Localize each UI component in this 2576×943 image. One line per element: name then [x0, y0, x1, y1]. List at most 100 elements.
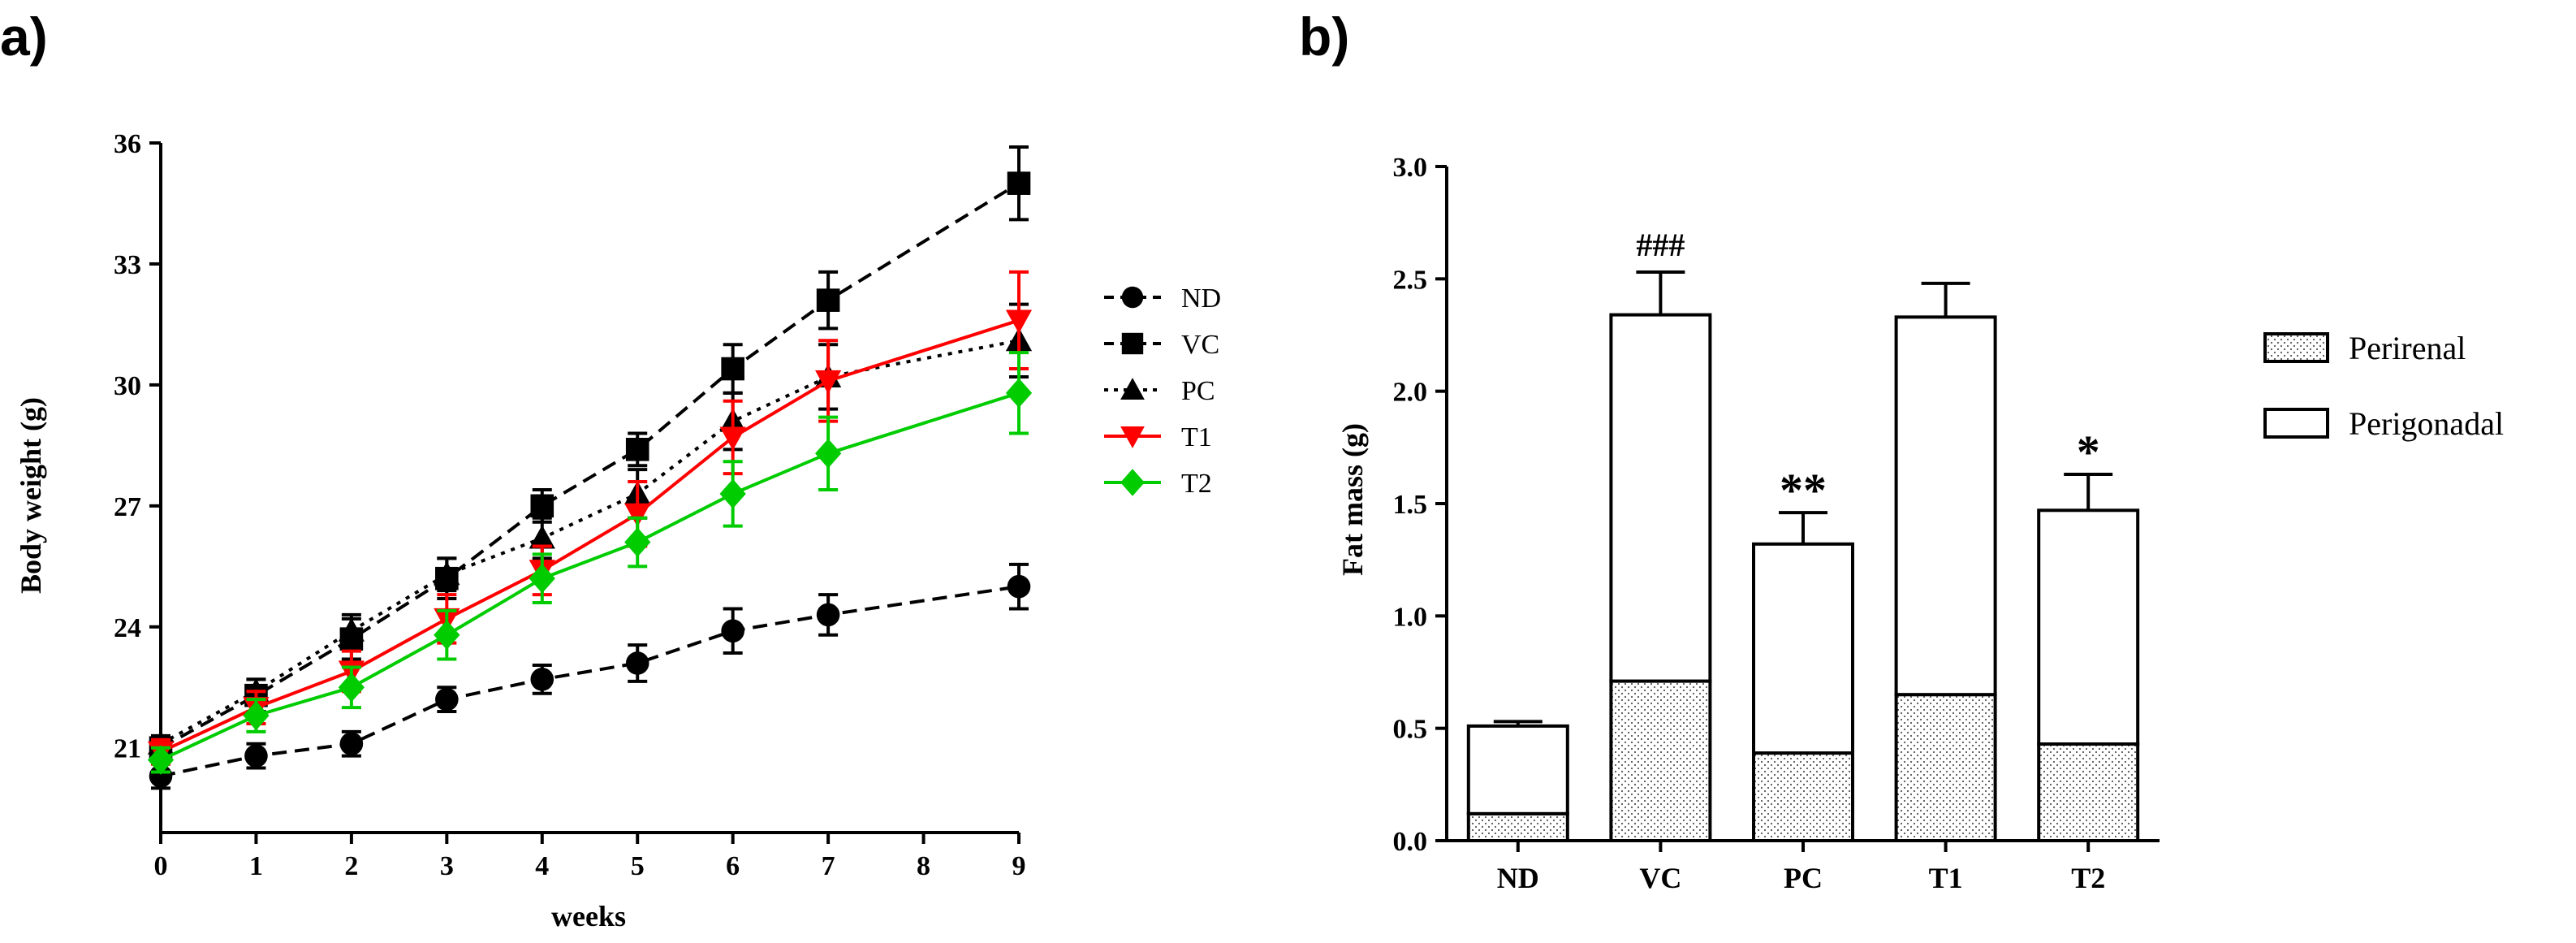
data-point-t1 — [624, 503, 651, 527]
data-point-vc — [1007, 171, 1031, 195]
panel-a-series — [147, 145, 1033, 790]
bar-perirenal-pc — [1752, 751, 1854, 842]
bar-perigonadal-t1 — [1894, 315, 1997, 697]
data-point-t2 — [814, 439, 842, 469]
panel-b-axes: ND VC PC T1 T2 0.0 0.5 1.0 1.5 2.0 2.5 3.0 — [1393, 153, 2160, 894]
panel-a-x-tick-label: 0 — [154, 851, 168, 881]
panel-b-y-tick-label: 1.5 — [1393, 490, 1428, 520]
panel-a-x-tick-label: 4 — [535, 851, 549, 881]
data-point-vc — [625, 438, 649, 461]
bar-group-pc: ** — [1752, 464, 1854, 842]
legend-marker-t1 — [1120, 426, 1145, 448]
bar-perirenal-nd — [1466, 811, 1569, 842]
panel-label-a: a) — [0, 6, 48, 67]
panel-label-b: b) — [1299, 6, 1349, 67]
bar-perigonadal-vc — [1609, 313, 1712, 683]
data-point-t2 — [719, 478, 746, 509]
panel-a-x-axis-title: weeks — [551, 900, 626, 932]
bar-perirenal-t1 — [1894, 693, 1997, 843]
panel-a-x-tick-label: 8 — [917, 851, 930, 881]
data-point-t1 — [719, 426, 746, 451]
bar-group-nd — [1466, 720, 1569, 842]
data-point-nd — [530, 668, 554, 691]
panel-a-x-tick-label: 1 — [249, 851, 263, 881]
data-point-vc — [530, 494, 554, 518]
legend-label-perigonadal: Perigonadal — [2349, 405, 2504, 442]
legend-label-t1: T1 — [1181, 422, 1212, 452]
data-point-t2 — [1005, 378, 1033, 409]
panel-b-x-tick-label: ND — [1497, 862, 1539, 894]
panel-b-y-tick-label: 0.5 — [1393, 715, 1428, 745]
data-point-t1 — [814, 370, 842, 395]
panel-a-x-tick-label: 2 — [344, 851, 358, 881]
data-point-t2 — [529, 564, 555, 594]
panel-b-y-axis-title: Fat mass (g) — [1336, 423, 1369, 576]
data-point-nd — [625, 651, 649, 675]
data-point-t2 — [624, 527, 651, 557]
bar-perirenal-t2 — [2037, 742, 2140, 842]
panel-b-bars: ###*** — [1466, 227, 2140, 843]
panel-b-bar-chart: b) ###*** ND VC PC T1 T20.00.51.01.52.02.53.… — [1299, 6, 2504, 894]
bar-perirenal-vc — [1609, 679, 1712, 842]
panel-a-axes: 21 24 27 30 33 36 0 1 2 3 4 5 6 7 8 9 — [114, 129, 1026, 881]
significance-annotation-t2: * — [2077, 426, 2100, 478]
data-point-t2 — [338, 673, 365, 703]
panel-a-legend: ND VC PC T1 T2 — [1104, 283, 1221, 499]
data-point-nd — [244, 744, 268, 768]
panel-a-x-tick-label: 3 — [440, 851, 454, 881]
legend-label-nd: ND — [1181, 283, 1221, 314]
panel-b-y-tick-label: 0.0 — [1393, 827, 1428, 857]
bar-perigonadal-pc — [1752, 542, 1854, 755]
legend-label-vc: VC — [1181, 330, 1219, 360]
bar-perigonadal-t2 — [2037, 508, 2140, 746]
series-vc — [149, 145, 1031, 760]
data-point-nd — [1007, 574, 1031, 599]
data-point-vc — [721, 357, 744, 381]
data-point-nd — [435, 687, 459, 712]
panel-b-y-tick-label: 1.0 — [1393, 602, 1428, 632]
data-point-pc — [434, 561, 460, 586]
panel-a-y-axis-title: Body weight (g) — [15, 397, 47, 594]
legend-label-t2: T2 — [1181, 469, 1212, 499]
series-nd — [149, 562, 1031, 790]
panel-b-x-tick-label: PC — [1784, 862, 1823, 894]
panel-b-y-tick-label: 2.0 — [1393, 378, 1428, 408]
panel-b-x-tick-label: T2 — [2071, 862, 2105, 894]
data-point-nd — [339, 732, 364, 756]
data-point-t2 — [434, 620, 460, 650]
panel-a-y-tick-label: 30 — [114, 371, 141, 401]
panel-a-y-tick-label: 33 — [114, 250, 141, 280]
legend-label-perirenal: Perirenal — [2349, 330, 2466, 366]
panel-a-y-tick-label: 24 — [114, 613, 141, 643]
data-point-t1 — [1005, 309, 1033, 334]
panel-a-y-tick-label: 36 — [114, 129, 141, 159]
legend-marker-pc — [1120, 378, 1145, 400]
panel-a-x-tick-label: 7 — [822, 851, 835, 881]
legend-swatch-perirenal — [2263, 332, 2329, 363]
series-line-vc — [160, 181, 1020, 750]
data-point-nd — [816, 603, 840, 627]
data-point-t2 — [243, 700, 270, 731]
bar-group-vc: ### — [1609, 227, 1712, 842]
panel-a-y-tick-label: 21 — [114, 734, 141, 764]
series-line-t2 — [160, 391, 1020, 762]
bar-group-t2: * — [2037, 426, 2140, 842]
panel-b-y-tick-label: 2.5 — [1393, 265, 1428, 295]
panel-b-legend: Perirenal Perigonadal — [2263, 330, 2504, 442]
series-line-nd — [160, 585, 1020, 778]
legend-swatch-perigonadal — [2263, 408, 2329, 439]
data-point-nd — [149, 764, 173, 788]
data-point-pc — [529, 525, 555, 549]
legend-marker-vc — [1121, 332, 1144, 355]
data-point-pc — [338, 617, 365, 642]
legend-label-pc: PC — [1181, 376, 1215, 406]
series-line-t1 — [160, 318, 1020, 754]
significance-annotation-pc: ** — [1780, 464, 1827, 517]
data-point-nd — [721, 619, 744, 643]
series-t2 — [147, 351, 1033, 775]
legend-marker-t2 — [1120, 469, 1145, 496]
series-pc — [147, 302, 1033, 755]
data-point-t2 — [147, 745, 175, 775]
data-point-vc — [816, 288, 840, 312]
